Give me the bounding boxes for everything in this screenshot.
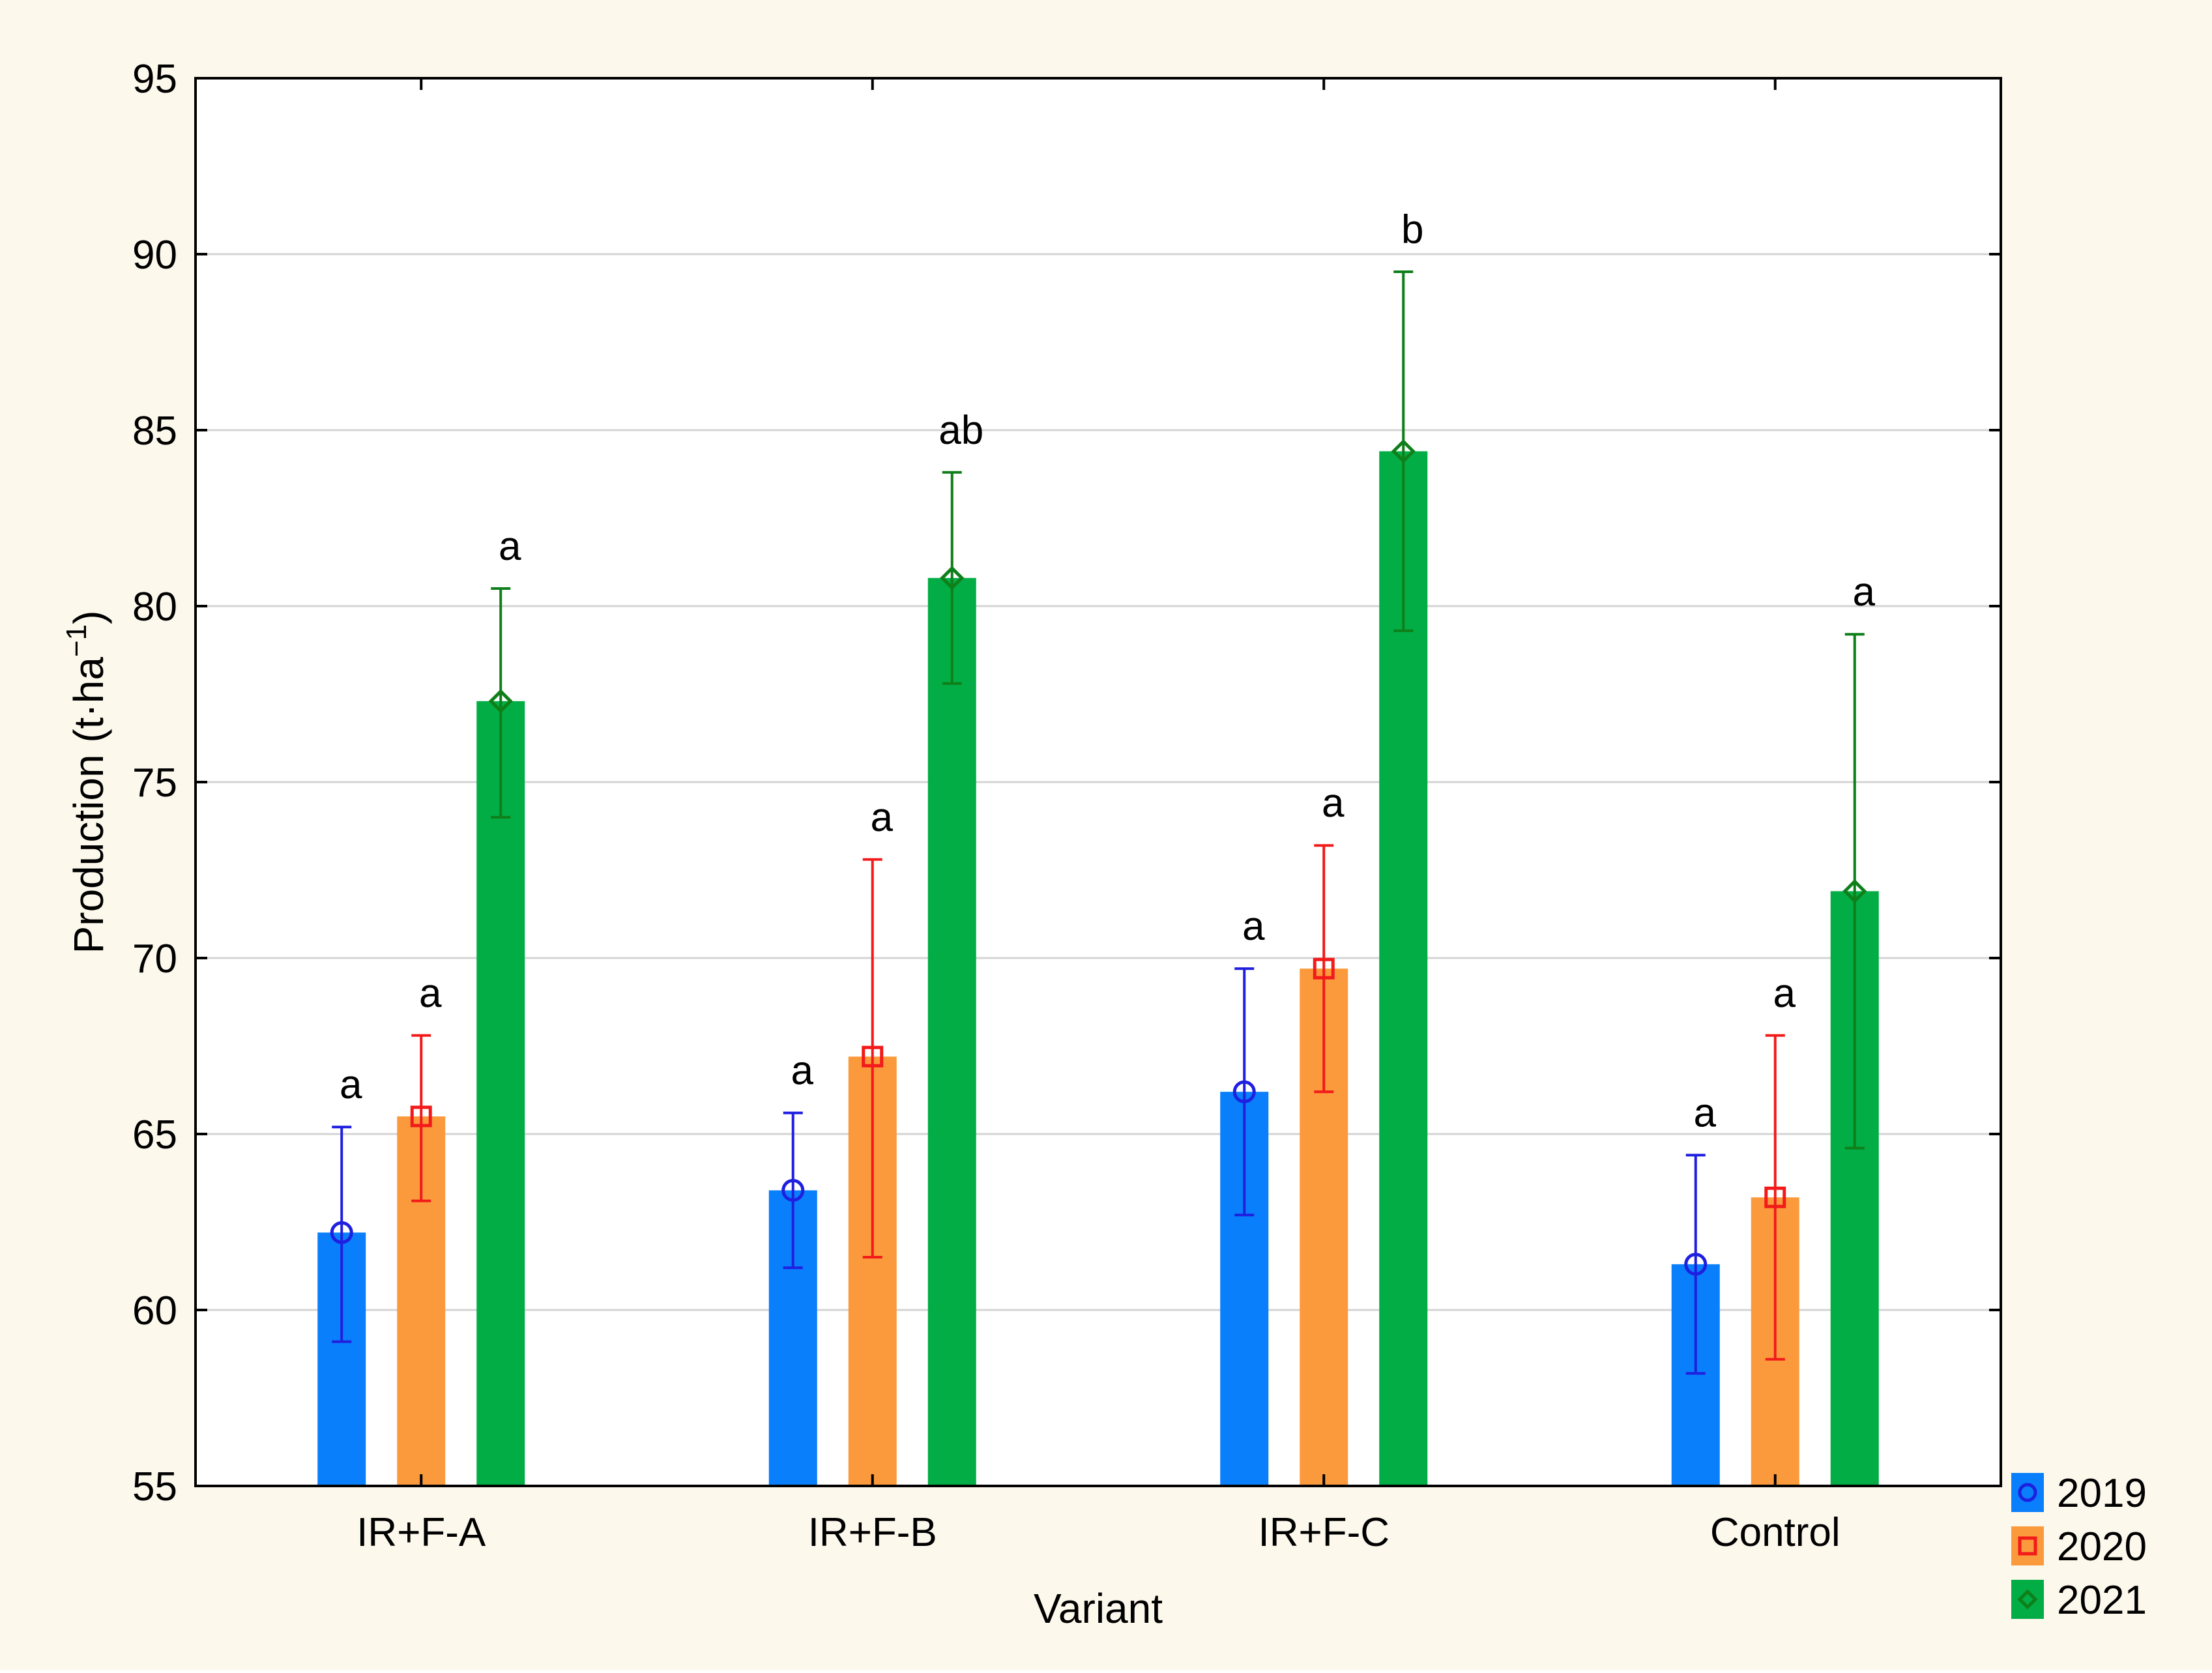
marker-circle: [1232, 1080, 1256, 1103]
x-tick-label: IR+F-C: [1259, 1510, 1390, 1555]
legend-marker-circle: [2018, 1483, 2037, 1502]
significance-letter: a: [419, 971, 442, 1016]
marker-square: [1313, 957, 1335, 980]
legend-marker-diamond: [2017, 1589, 2038, 1610]
bar-2021-0: [476, 701, 525, 1486]
marker-circle: [781, 1178, 805, 1202]
x-tick-label: IR+F-B: [808, 1510, 937, 1555]
significance-letter: a: [340, 1062, 362, 1107]
y-tick-label: 55: [132, 1464, 177, 1509]
significance-letter: a: [1853, 570, 1876, 615]
x-tick-label: Control: [1710, 1510, 1841, 1555]
error-bar-layer: [330, 270, 1867, 1375]
y-axis-label-close: ): [65, 611, 112, 624]
x-axis-label: Variant: [1034, 1585, 1163, 1632]
bar-2021-1: [927, 577, 976, 1486]
significance-letter: a: [1242, 904, 1265, 949]
legend-label-2021: 2021: [2057, 1578, 2147, 1623]
significance-letter: a: [871, 795, 894, 840]
legend-marker-square: [2018, 1536, 2037, 1556]
y-axis-label: Production (t·ha−1): [61, 611, 112, 954]
y-tick-label: 75: [132, 761, 177, 806]
significance-letter: a: [1773, 971, 1796, 1016]
y-tick-label: 70: [132, 937, 177, 982]
marker-diamond: [1391, 439, 1416, 463]
y-axis-label-main: Production (t·ha: [65, 657, 112, 954]
significance-letter: a: [1322, 781, 1345, 826]
legend-swatch-2020: [2011, 1526, 2044, 1565]
marker-circle: [330, 1221, 353, 1244]
significance-letter: ab: [939, 408, 983, 453]
marker-diamond: [940, 566, 965, 590]
marker-square: [410, 1105, 432, 1127]
legend-swatch-2019: [2011, 1473, 2044, 1512]
y-tick-label: 85: [132, 409, 177, 454]
y-tick-label: 90: [132, 233, 177, 278]
marker-circle: [1684, 1253, 1708, 1276]
legend-label-2020: 2020: [2057, 1524, 2147, 1569]
legend-swatch-2021: [2011, 1580, 2044, 1619]
significance-letter: b: [1401, 207, 1423, 252]
marker-square: [862, 1045, 884, 1068]
significance-letter: a: [499, 524, 521, 569]
y-tick-label: 65: [132, 1113, 177, 1157]
legend: 2019 2020 2021: [2011, 1471, 2147, 1623]
marker-diamond: [488, 689, 513, 714]
y-tick-label: 60: [132, 1288, 177, 1333]
y-tick-label: 95: [132, 57, 177, 102]
significance-letter-layer: a a a a a a a a a ab b a: [340, 207, 1876, 1135]
axis-layer: 55 60 65 70 75 80 85 90 95 IR+F-A IR+F-B IR+F-C Cont…: [132, 57, 2001, 1555]
y-axis-label-superscript: −1: [61, 624, 93, 657]
bar-layer: [317, 451, 1879, 1486]
y-tick-label: 80: [132, 585, 177, 630]
legend-label-2019: 2019: [2057, 1471, 2147, 1516]
significance-letter: a: [1694, 1090, 1717, 1135]
marker-square: [1764, 1186, 1786, 1208]
x-tick-label: IR+F-A: [357, 1510, 486, 1555]
significance-letter: a: [791, 1049, 814, 1094]
marker-diamond: [1842, 879, 1867, 903]
